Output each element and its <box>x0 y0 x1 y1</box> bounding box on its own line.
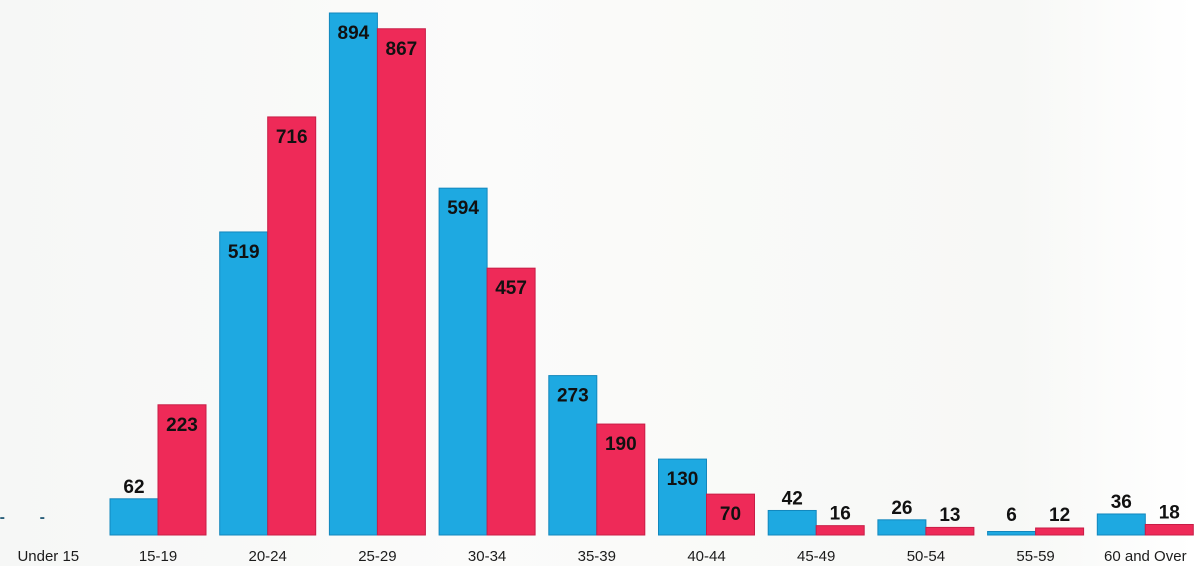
bar <box>548 375 598 536</box>
data-label: - <box>40 509 45 526</box>
data-label: 894 <box>338 23 370 44</box>
data-label: 190 <box>605 434 637 455</box>
data-label: 70 <box>720 504 741 525</box>
bar <box>376 28 426 536</box>
bar <box>267 116 317 536</box>
bar <box>987 530 1037 536</box>
bar <box>877 519 927 536</box>
bar <box>219 231 269 536</box>
x-tick-label: 15-19 <box>139 548 177 565</box>
data-label: 716 <box>276 127 308 148</box>
bar <box>815 525 865 536</box>
data-label: 867 <box>386 39 418 60</box>
data-label: 130 <box>667 469 699 490</box>
bar <box>767 509 817 536</box>
bar <box>706 493 755 536</box>
data-label: 6 <box>1006 505 1017 526</box>
data-label: 18 <box>1159 502 1180 523</box>
data-label: 26 <box>891 498 912 519</box>
bar <box>1035 527 1085 536</box>
bar <box>486 267 536 536</box>
x-tick-label: 55-59 <box>1016 548 1054 565</box>
data-label: 457 <box>495 278 527 299</box>
x-tick-label: 25-29 <box>358 548 396 565</box>
x-tick-label: 20-24 <box>249 548 287 565</box>
x-tick-label: 50-54 <box>907 548 945 565</box>
data-label: 62 <box>123 477 144 498</box>
data-label: 13 <box>939 505 960 526</box>
bar <box>328 12 378 536</box>
bar <box>1096 513 1146 536</box>
bar <box>1144 523 1194 536</box>
data-label: 519 <box>228 242 260 263</box>
x-tick-label: 40-44 <box>687 548 725 565</box>
data-label: 36 <box>1111 492 1132 513</box>
data-label: 42 <box>782 488 803 509</box>
x-tick-label: 45-49 <box>797 548 835 565</box>
data-label: 12 <box>1049 505 1070 526</box>
data-label: 594 <box>447 198 479 219</box>
bar <box>925 526 975 536</box>
data-label: 223 <box>166 415 198 436</box>
x-tick-label: 30-34 <box>468 548 506 565</box>
data-label: - <box>0 509 5 526</box>
bar <box>596 423 646 536</box>
data-label: 16 <box>830 504 851 525</box>
bar <box>157 404 207 536</box>
bar <box>109 498 159 536</box>
x-tick-label: Under 15 <box>17 548 79 565</box>
bar <box>438 187 488 536</box>
x-tick-label: 60 and Over <box>1104 548 1187 565</box>
data-label: 273 <box>557 386 589 407</box>
x-tick-label: 35-39 <box>578 548 616 565</box>
